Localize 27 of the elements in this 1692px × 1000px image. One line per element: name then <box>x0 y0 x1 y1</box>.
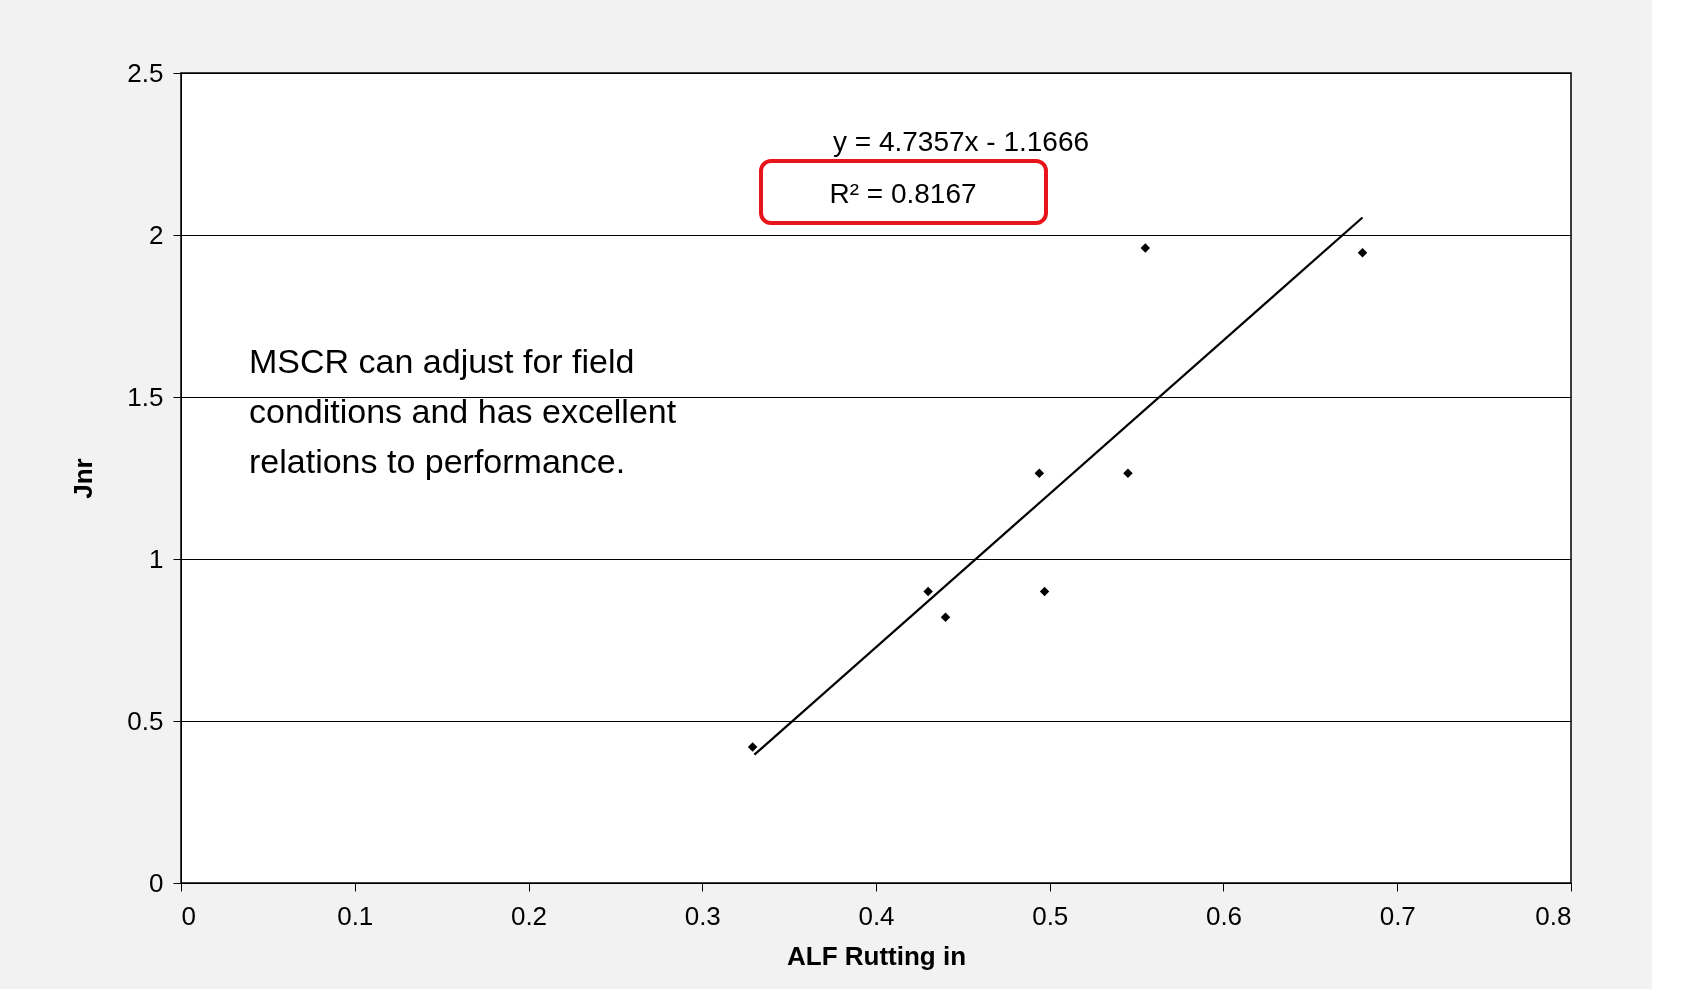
point <box>1039 586 1050 597</box>
point <box>940 612 951 623</box>
y-axis-title: Jnr <box>68 458 99 499</box>
y-tick-label: 1.5 <box>127 381 164 412</box>
x-tick-label: 0.1 <box>337 900 374 931</box>
x-tick-label: 0.7 <box>1379 900 1416 931</box>
annotation: y = 4.7357x - 1.1666 <box>832 126 1090 157</box>
annotation: MSCR can adjust for field conditions and has excellent relations to performance. <box>249 342 677 480</box>
point <box>1357 248 1368 258</box>
point <box>747 742 758 752</box>
x-tick-label: 0.8 <box>1535 900 1572 931</box>
x-tick-label: 0.3 <box>684 900 721 931</box>
y-tick-label: 2 <box>149 219 164 250</box>
x-tick-label: 0.5 <box>1032 900 1069 931</box>
annotation: R² = 0.8167 <box>829 178 977 209</box>
x-tick-label: 0.4 <box>858 900 895 931</box>
x-tick-label: 0 <box>181 900 196 931</box>
x-tick-label: 0.2 <box>510 900 548 931</box>
point <box>1034 468 1045 478</box>
point <box>1140 243 1151 253</box>
y-tick-label: 2.5 <box>127 57 164 88</box>
point <box>923 586 933 597</box>
x-axis-title: ALF Rutting in <box>786 940 967 971</box>
y-tick-label: 0 <box>149 867 164 898</box>
y-tick-label: 1 <box>149 543 164 574</box>
x-tick-label: 0.6 <box>1205 900 1243 931</box>
y-tick-label: 0.5 <box>127 705 164 736</box>
